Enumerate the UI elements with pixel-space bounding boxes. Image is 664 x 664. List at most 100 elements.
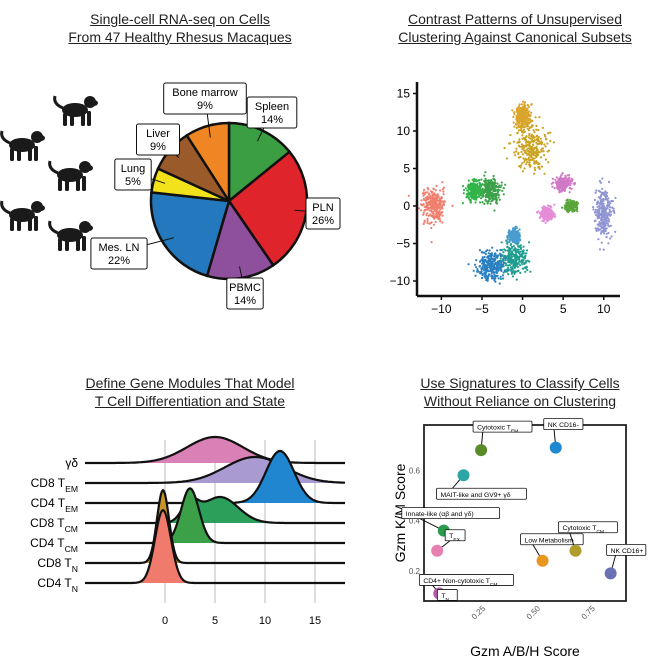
- pie-label-name: Mes. LN: [99, 242, 140, 254]
- score-x-label: Gzm A/B/H Score: [470, 643, 580, 659]
- ridge-x-tick: 15: [309, 615, 321, 627]
- umap-cluster: [461, 177, 484, 205]
- score-point-label: MAIT-like and GV9+ γδ: [441, 492, 511, 499]
- score-point-label: Cytotoxic TEM: [477, 425, 518, 435]
- umap-y-tick: 10: [397, 124, 411, 138]
- umap-y-tick: −5: [396, 237, 410, 251]
- umap-cluster: [503, 116, 555, 175]
- ridge-density: [85, 497, 345, 523]
- ridge-density: [85, 437, 345, 463]
- umap-x-tick: −10: [431, 302, 452, 316]
- ridge-row-label: CD4 TN: [37, 576, 78, 594]
- umap-cluster: [506, 225, 522, 244]
- umap-cluster: [535, 203, 557, 224]
- ridge-row-label: CD8 TCM: [30, 516, 78, 534]
- panel-b-title-line2: Clustering Against Canonical Subsets: [398, 29, 632, 45]
- score-point: [604, 567, 617, 580]
- umap-y-tick: 15: [397, 87, 411, 101]
- ridge-x-tick: 5: [212, 615, 218, 627]
- ridge-row-label: CD4 TCM: [30, 536, 78, 554]
- pie-label-name: Bone marrow: [172, 87, 237, 99]
- ridge-row-label: CD4 TEM: [31, 496, 78, 514]
- ridge-density: [85, 451, 345, 503]
- umap-cluster: [474, 171, 507, 212]
- score-point: [569, 544, 582, 557]
- pie-label-name: Spleen: [255, 101, 289, 113]
- macaque-icon: [53, 94, 100, 128]
- score-point-label: NK CD16-: [548, 422, 579, 429]
- score-point-group: MAIT-like and GV9+ γδ: [436, 469, 527, 500]
- score-point-label: Low Metabolism: [525, 537, 574, 544]
- ridge-row-label: CD8 TN: [37, 556, 78, 574]
- macaque-icon: [0, 199, 47, 233]
- umap-cluster: [592, 177, 617, 251]
- score-y-tick: 0.2: [409, 567, 421, 576]
- score-point: [549, 441, 562, 454]
- score-point-label: Cytotoxic TCM: [563, 525, 604, 535]
- score-point-group: NK CD16+: [604, 543, 647, 580]
- umap-x-tick: 5: [560, 302, 567, 316]
- umap-y-tick: 5: [403, 162, 410, 176]
- umap-cluster: [407, 181, 454, 244]
- score-point-group: TN: [433, 587, 458, 603]
- umap-cluster: [467, 246, 510, 285]
- panel-a-title: Single-cell RNA-seq on Cells From 47 Hea…: [40, 10, 320, 46]
- score-y-tick: 0.6: [409, 466, 421, 475]
- umap-cluster: [511, 100, 533, 133]
- score-point: [457, 469, 470, 482]
- pie-label-pct: 14%: [234, 295, 256, 307]
- panel-a-title-line1: Single-cell RNA-seq on Cells: [90, 11, 270, 27]
- pie-label-name: PBMC: [229, 282, 261, 294]
- panel-c-title-line1: Define Gene Modules That Model: [85, 375, 295, 391]
- umap-y-tick: −10: [390, 274, 411, 288]
- pie-label-pct: 9%: [197, 100, 213, 112]
- score-point-group: TEX: [431, 529, 466, 557]
- pie-label-pct: 9%: [150, 141, 166, 153]
- score-point-label: CD4+ Non-cytotoxic TCM: [423, 578, 497, 588]
- pie-label-pct: 22%: [108, 255, 130, 267]
- score-scatter-plot: 0.25 0.50 0.75 0.6 0.4 0.2 Gzm A/B/H Score Gzm …: [392, 418, 647, 659]
- macaque-icon: [48, 159, 95, 193]
- score-x-tick: 0.75: [580, 604, 598, 622]
- umap-cluster: [561, 198, 580, 214]
- umap-plot: −10 −5 0 5 10 15 10 5 0 −5 −10: [390, 82, 620, 316]
- score-point-group: Cytotoxic TEM: [472, 420, 533, 457]
- pie-label-pct: 26%: [312, 215, 334, 227]
- score-point-label: Innate-like (αβ and γδ): [406, 511, 474, 518]
- score-point-label: TN: [441, 593, 449, 603]
- pie-label-name: Lung: [121, 163, 145, 175]
- umap-cluster: [492, 238, 532, 281]
- panel-c-title-line2: T Cell Differentiation and State: [94, 393, 286, 409]
- score-point: [475, 444, 488, 457]
- umap-x-tick: −5: [475, 302, 489, 316]
- score-point: [431, 544, 444, 557]
- score-point-group: Low Metabolism: [520, 533, 584, 567]
- pie-label-name: Liver: [146, 128, 170, 140]
- pie-slice-bone-marrow: [185, 121, 231, 206]
- score-y-tick: 0.4: [409, 517, 421, 526]
- umap-y-tick: 0: [403, 199, 410, 213]
- pie-label-pct: 14%: [261, 114, 283, 126]
- panel-b-title-line1: Contrast Patterns of Unsupervised: [408, 11, 622, 27]
- panel-a-title-line2: From 47 Healthy Rhesus Macaques: [68, 29, 292, 45]
- score-point-group: Cytotoxic TCM: [558, 521, 618, 557]
- pie-slice-mes-ln: [149, 190, 231, 278]
- macaque-icon: [0, 129, 47, 163]
- ridge-row-label: γδ: [65, 456, 78, 470]
- score-point-group: NK CD16-: [543, 418, 584, 454]
- pie-label-name: PLN: [312, 202, 333, 214]
- score-point-label: NK CD16+: [611, 548, 644, 555]
- score-x-tick: 0.50: [525, 604, 543, 622]
- ridge-plot: 0 5 10 15 γδ CD8 TEM CD4 TEM CD8 TCM CD4 TCM CD8 …: [30, 435, 345, 627]
- panel-b-title: Contrast Patterns of Unsupervised Cluste…: [370, 10, 660, 46]
- score-x-tick: 0.25: [470, 604, 488, 622]
